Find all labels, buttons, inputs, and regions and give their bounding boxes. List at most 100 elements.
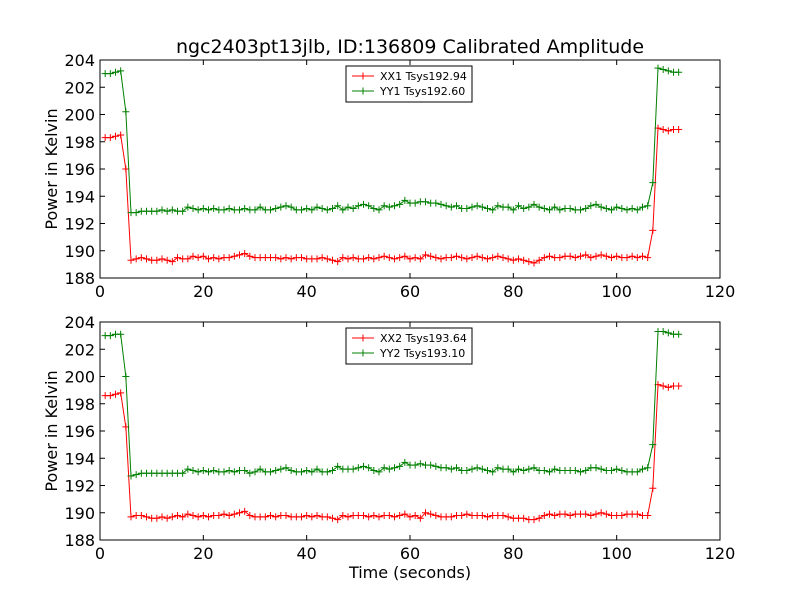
data-point xyxy=(205,513,212,521)
data-point xyxy=(396,254,404,262)
data-point xyxy=(380,202,388,210)
data-point xyxy=(106,70,114,78)
data-point xyxy=(117,131,125,139)
y-tick-label: 204 xyxy=(64,313,95,332)
data-point xyxy=(453,252,460,260)
data-point xyxy=(313,203,321,211)
data-point xyxy=(298,206,305,214)
data-point xyxy=(153,514,161,522)
data-point xyxy=(432,462,440,470)
data-point xyxy=(587,254,595,262)
data-point xyxy=(463,205,471,213)
data-point xyxy=(659,328,667,336)
y-tick-label: 196 xyxy=(64,422,95,441)
data-point xyxy=(473,252,481,260)
plot-panel-2: 0 20 40 60 80 100 120 188 190 192 194 196 198 200 202 2… xyxy=(42,313,735,582)
data-point xyxy=(509,468,517,476)
data-point xyxy=(427,461,435,469)
data-point xyxy=(427,252,435,260)
data-point xyxy=(225,205,233,213)
data-point xyxy=(509,206,517,214)
data-point xyxy=(282,464,290,472)
data-point xyxy=(194,513,202,521)
data-point xyxy=(127,472,135,480)
data-point xyxy=(354,202,362,210)
x-tick-label: 20 xyxy=(193,282,213,301)
data-point xyxy=(272,467,280,475)
series-2 xyxy=(101,328,683,480)
data-point xyxy=(334,462,342,470)
data-point xyxy=(422,251,429,259)
data-point xyxy=(659,382,667,390)
data-point xyxy=(442,202,450,210)
y-tick-label: 202 xyxy=(64,340,95,359)
x-tick-label: 80 xyxy=(503,544,523,563)
data-point xyxy=(613,203,621,211)
data-point xyxy=(664,383,672,391)
y-tick-label: 192 xyxy=(64,215,95,234)
data-point xyxy=(597,251,605,259)
data-point xyxy=(602,252,610,260)
data-point xyxy=(582,205,590,213)
data-point xyxy=(329,256,336,264)
chart-title: ngc2403pt13jlb, ID:136809 Calibrated Amp… xyxy=(176,36,644,58)
data-point xyxy=(344,255,352,263)
data-point xyxy=(540,467,548,475)
data-point xyxy=(582,251,590,259)
series-line xyxy=(105,127,679,264)
y-tick-label: 200 xyxy=(64,106,95,125)
data-point xyxy=(416,514,424,522)
data-point xyxy=(256,203,264,211)
data-point xyxy=(360,255,367,263)
data-point xyxy=(282,511,290,519)
data-point xyxy=(447,513,455,521)
legend-item: YY1 Tsys192.60 xyxy=(352,85,465,98)
data-point xyxy=(313,255,321,263)
data-point xyxy=(525,203,533,211)
x-tick-label: 100 xyxy=(601,544,632,563)
data-point xyxy=(334,258,342,266)
data-point xyxy=(520,467,528,475)
data-point xyxy=(385,254,393,262)
data-point xyxy=(210,205,218,213)
data-point xyxy=(189,205,197,213)
data-point xyxy=(525,258,533,266)
data-point xyxy=(453,464,460,472)
data-point xyxy=(225,467,233,475)
data-point xyxy=(577,206,584,214)
data-point xyxy=(546,252,553,260)
data-point xyxy=(354,464,362,472)
data-point xyxy=(447,254,455,262)
data-point xyxy=(112,390,119,398)
data-point xyxy=(613,252,621,260)
data-point xyxy=(411,199,419,207)
data-point xyxy=(556,206,564,214)
data-point xyxy=(375,254,383,262)
data-point xyxy=(504,203,512,211)
data-point xyxy=(236,509,243,517)
data-point xyxy=(484,255,491,263)
data-point xyxy=(194,254,202,262)
y-tick-label: 194 xyxy=(64,449,95,468)
data-point xyxy=(308,468,316,476)
data-point xyxy=(411,511,419,519)
data-point xyxy=(411,461,419,469)
data-point xyxy=(499,511,507,519)
data-point xyxy=(468,465,476,473)
data-point xyxy=(654,64,662,72)
data-point xyxy=(530,259,538,267)
legend-label: YY2 Tsys193.10 xyxy=(379,347,465,360)
y-tick-label: 188 xyxy=(64,269,95,288)
legend-item: XX1 Tsys192.94 xyxy=(352,70,467,83)
data-point xyxy=(205,255,212,263)
data-point xyxy=(168,206,176,214)
data-point xyxy=(329,514,336,522)
data-point xyxy=(339,206,347,214)
series-line xyxy=(105,67,679,214)
data-point xyxy=(365,202,373,210)
data-point xyxy=(360,462,367,470)
data-point xyxy=(664,127,672,135)
data-point xyxy=(664,329,672,337)
data-point xyxy=(556,254,564,262)
